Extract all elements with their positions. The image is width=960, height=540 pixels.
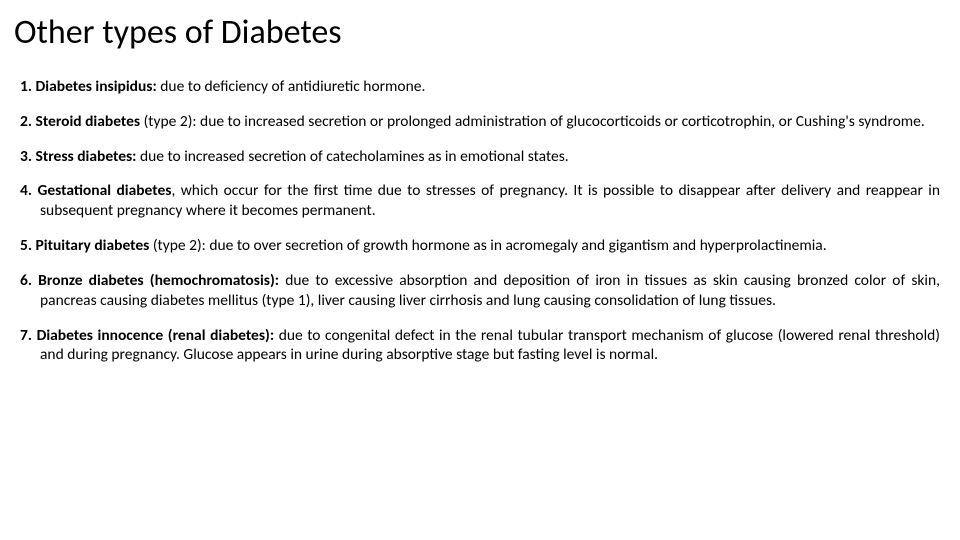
item-text: due to deficiency of antidiuretic hormon… [157, 77, 426, 96]
item-text: due to increased secretion of catecholam… [136, 147, 568, 166]
item-number: 3. [20, 147, 32, 166]
item-number: 6. [20, 271, 32, 290]
item-number: 5. [20, 236, 32, 255]
item-term: Diabetes innocence (renal diabetes): [37, 326, 275, 345]
item-term: Diabetes insipidus: [36, 77, 157, 96]
item-term: Steroid diabetes [36, 112, 141, 131]
list-item: 6. Bronze diabetes (hemochromatosis): du… [20, 271, 940, 311]
page-title: Other types of Diabetes [14, 12, 940, 53]
list-item: 1. Diabetes insipidus: due to deficiency… [20, 77, 940, 97]
item-number: 7. [20, 326, 32, 345]
item-number: 1. [20, 77, 32, 96]
items-list: 1. Diabetes insipidus: due to deficiency… [14, 77, 940, 365]
item-term: Gestational diabetes [37, 181, 171, 200]
list-item: 4. Gestational diabetes, which occur for… [20, 181, 940, 221]
item-term: Pituitary diabetes [36, 236, 150, 255]
list-item: 2. Steroid diabetes (type 2): due to inc… [20, 112, 940, 132]
item-text: , which occur for the first time due to … [40, 181, 940, 220]
list-item: 3. Stress diabetes: due to increased sec… [20, 147, 940, 167]
list-item: 7. Diabetes innocence (renal diabetes): … [20, 326, 940, 366]
item-number: 2. [20, 112, 32, 131]
item-term: Bronze diabetes (hemochromatosis): [38, 271, 279, 290]
item-text: (type 2): due to over secretion of growt… [149, 236, 826, 255]
item-term: Stress diabetes: [36, 147, 137, 166]
item-number: 4. [20, 181, 32, 200]
list-item: 5. Pituitary diabetes (type 2): due to o… [20, 236, 940, 256]
item-text: (type 2): due to increased secretion or … [140, 112, 925, 131]
